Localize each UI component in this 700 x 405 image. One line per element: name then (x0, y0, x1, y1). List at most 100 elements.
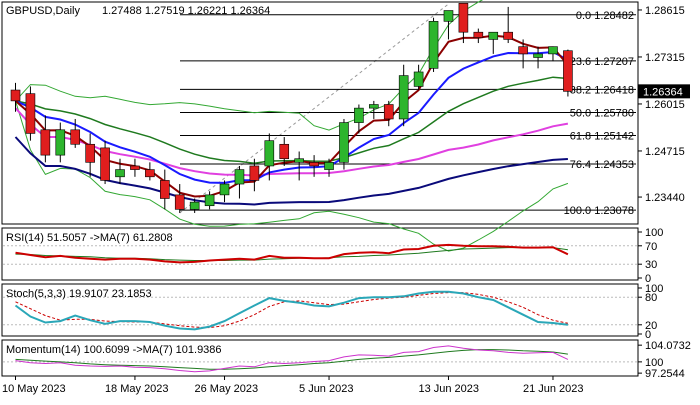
candle (488, 31, 499, 54)
candle-body-bear (249, 165, 260, 181)
candle-body-bull (115, 169, 125, 178)
candle-body-bear (25, 93, 36, 134)
momentum-panel (1, 339, 639, 377)
candle-body-bull (443, 10, 454, 22)
candle (145, 162, 155, 181)
rsi-line (15, 243, 569, 264)
candle-body-bull (219, 183, 230, 196)
candle (100, 140, 110, 185)
current-price-label: 1.26364 (643, 86, 683, 98)
date-label: 21 Jun 2023 (523, 383, 584, 395)
fib-label: 61.8 1.25142 (570, 131, 634, 143)
candle-body-bull (264, 140, 275, 167)
candle (130, 158, 140, 177)
candle (354, 104, 364, 134)
date-label: 18 May 2023 (105, 383, 169, 395)
candle (383, 100, 394, 127)
rsi-layer (3, 243, 637, 265)
candle-body-bull (339, 122, 349, 163)
current-price-badge (638, 84, 690, 99)
price-tick-label: 1.26015 (645, 99, 685, 111)
osc-tick-label: 70 (645, 241, 657, 253)
candle (398, 64, 409, 127)
momentum-line (15, 345, 569, 373)
date-label: 13 Jun 2023 (418, 383, 479, 395)
date-label: 5 Jun 2023 (299, 383, 353, 395)
chart-symbol: GBPUSD,Daily (6, 5, 80, 17)
candle-body-bear (383, 104, 394, 120)
candle-body-bull (189, 201, 200, 210)
candle-body-bear (130, 165, 140, 170)
candle-body-bull (548, 46, 558, 55)
candle (563, 49, 573, 97)
candle-body-bear (279, 143, 290, 160)
candle-body-bear (100, 147, 110, 181)
candle-body-bear (473, 31, 484, 38)
price-tick-label: 1.24715 (645, 146, 685, 158)
date-label: 26 May 2023 (195, 383, 259, 395)
fib-label: 50.0 1.25780 (570, 107, 634, 119)
candle (309, 155, 319, 177)
candle (294, 151, 304, 181)
candle (70, 118, 81, 148)
stoch-layer (3, 290, 637, 331)
candle-body-bull (354, 107, 364, 123)
osc-tick-label: 97.2544 (645, 368, 685, 380)
candle (40, 115, 51, 163)
candle-body-bear (40, 129, 51, 156)
candle (279, 137, 290, 166)
candle (85, 133, 95, 177)
candle (10, 82, 21, 112)
axis-layer: 1.28615 1.27315 1.26015 1.24715 1.23440 1.263… (2, 5, 691, 395)
fib-label: 38.2 1.26418 (570, 84, 634, 96)
price-tick-label: 1.28615 (645, 5, 685, 17)
rsi-panel (1, 227, 639, 281)
candle-body-bull (428, 21, 439, 69)
momentum-label: Momentum(14) 100.6099 ->MA(7) 101.9386 (6, 344, 222, 356)
candle-body-bear (174, 194, 185, 210)
candle (518, 39, 528, 69)
candle (25, 86, 36, 141)
candle-body-bull (488, 31, 499, 40)
candle-body-bear (10, 89, 21, 102)
candle (503, 6, 513, 44)
date-label: 10 May 2023 (2, 383, 66, 395)
osc-tick-label: 0 (645, 329, 651, 341)
fib-label: 100.0 1.23078 (564, 205, 634, 217)
fib-label: 76.4 1.24353 (570, 159, 634, 171)
bollinger-upper (15, 0, 484, 131)
candle (160, 169, 170, 210)
price-panel (1, 1, 639, 225)
stoch-label: Stoch(5,3,3) 19.9107 23.1853 (6, 288, 152, 300)
candle-body-bull (413, 71, 424, 87)
price-tick-label: 1.27315 (645, 52, 685, 64)
candle (548, 46, 558, 62)
osc-tick-label: 0 (645, 273, 651, 285)
candle (533, 46, 543, 69)
chart-ohlc: 1.27488 1.27519 1.26221 1.26364 (102, 5, 270, 17)
fib-label: 0.0 1.28482 (576, 10, 634, 22)
candle-body-bull (398, 75, 409, 120)
candle-body-bear (70, 129, 81, 145)
candle-body-bull (294, 158, 304, 163)
candle-body-bull (324, 162, 334, 170)
candle (369, 100, 379, 119)
osc-tick-label: 80 (645, 292, 657, 304)
candle (219, 180, 230, 203)
candle (473, 28, 484, 44)
trend-line (179, 3, 449, 214)
ma-green-line (15, 76, 568, 164)
rsi-label: RSI(14) 51.5057 ->MA(7) 61.2808 (6, 232, 173, 244)
candle (249, 158, 260, 192)
candle (428, 17, 439, 72)
candle-body-bear (503, 31, 513, 40)
price-layer: 0.0 1.28482 23.6 1.27207 38.2 1.26418 50.0 … (10, 0, 636, 252)
candle-body-bear (145, 169, 155, 178)
candle (55, 122, 66, 163)
osc-tick-label: 100 (645, 283, 663, 295)
stoch-k-line (14, 290, 569, 331)
candle (204, 191, 215, 210)
candle-body-bull (55, 129, 66, 156)
